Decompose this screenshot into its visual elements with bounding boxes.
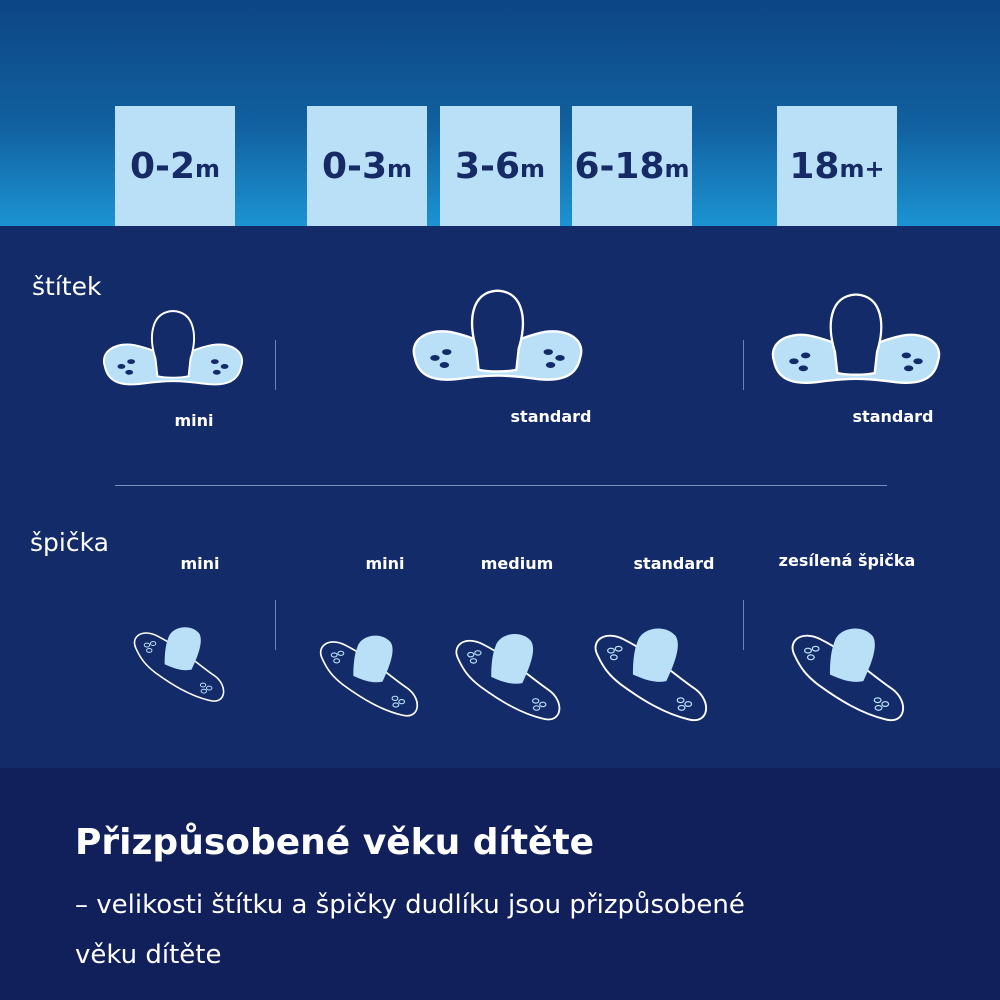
tip-label: standard (633, 554, 715, 573)
tip-label: medium (480, 554, 554, 573)
section-divider (115, 485, 887, 486)
age-unit: m (387, 155, 413, 183)
age-box-3-6: 3-6 m (440, 106, 560, 226)
tip-label: mini (365, 554, 405, 573)
shield-label-standard: standard (852, 407, 934, 426)
footer-title: Přizpůsobené věku dítěte (75, 822, 595, 863)
tip-label: zesílená špička (778, 551, 916, 570)
shield-standard-icon (412, 289, 583, 381)
age-num: 3-6 (454, 145, 521, 187)
age-num: 0-2 (129, 145, 196, 187)
age-box-6-18: 6-18 m (572, 106, 692, 226)
footer-subtitle-line1: – velikosti štítku a špičky dudlíku jsou… (75, 890, 745, 920)
shield-heading: štítek (32, 272, 102, 301)
age-unit: m+ (839, 155, 885, 183)
age-unit: m (520, 155, 546, 183)
tip-reinforced-icon (791, 627, 905, 722)
age-num: 18 (789, 145, 840, 187)
tip-medium-icon (455, 633, 561, 721)
age-num: 6-18 (574, 145, 665, 187)
age-unit: m (664, 155, 690, 183)
tip-heading: špička (30, 528, 109, 557)
divider (275, 340, 276, 390)
age-box-18plus: 18 m+ (777, 106, 897, 226)
age-box-0-2: 0-2 m (115, 106, 235, 226)
footer-subtitle-line2: věku dítěte (75, 940, 222, 970)
footer-band (0, 768, 1000, 1000)
shield-mini-icon (102, 310, 244, 386)
shield-label-standard: standard (510, 407, 592, 426)
shield-label-mini: mini (174, 411, 214, 430)
tip-standard-icon (594, 627, 708, 722)
shield-standard-icon (771, 293, 941, 384)
age-box-0-3: 0-3 m (307, 106, 427, 226)
divider (275, 600, 276, 650)
divider (743, 600, 744, 650)
divider (743, 340, 744, 390)
age-num: 0-3 (321, 145, 388, 187)
tip-label: mini (180, 554, 220, 573)
age-unit: m (195, 155, 221, 183)
tip-mini-icon (133, 626, 225, 702)
tip-mini-icon (319, 634, 419, 717)
